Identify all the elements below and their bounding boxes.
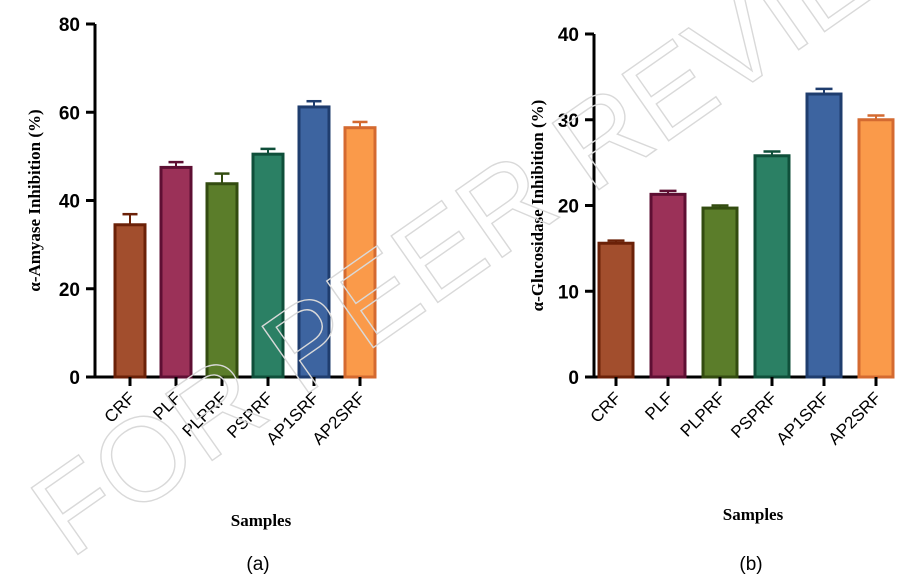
bar-plprf: [701, 206, 739, 379]
y-tick-label: 20: [59, 280, 80, 301]
y-tick-label: 0: [568, 368, 579, 389]
y-tick-label: 80: [59, 15, 80, 36]
bar-crf: [597, 241, 635, 379]
y-tick-label: 10: [558, 282, 579, 303]
y-tick-label: 40: [59, 192, 80, 213]
x-tick-label: AP2SRF: [825, 388, 885, 448]
bar-crf: [113, 223, 147, 379]
bar-plf: [159, 165, 193, 379]
bar-ap2srf: [343, 126, 377, 379]
bar-plf: [649, 192, 687, 379]
x-tick-label: PLF: [641, 388, 676, 423]
x-tick-label: PLPRF: [677, 388, 729, 440]
bar-ap1srf: [297, 105, 331, 379]
y-tick-label: 20: [558, 197, 579, 218]
panel-label: (b): [739, 554, 762, 575]
bar-psprf: [251, 152, 285, 379]
bar-ap1srf: [805, 92, 843, 379]
y-axis-title: α-Amyase Inhibition (%): [25, 109, 44, 291]
bar-psprf: [753, 154, 791, 379]
y-tick-label: 0: [69, 368, 80, 389]
y-tick-label: 60: [59, 103, 80, 124]
x-tick-label: AP1SRF: [773, 388, 833, 448]
x-tick-label: CRF: [587, 388, 625, 426]
y-axis-title: α-Glucosidase Inhibition (%): [528, 100, 547, 312]
y-tick-label: 30: [558, 111, 579, 132]
x-axis-title: Samples: [231, 511, 292, 530]
x-axis-title: Samples: [723, 505, 784, 524]
y-tick-label: 40: [558, 25, 579, 46]
panel-label: (a): [246, 554, 269, 575]
bar-ap2srf: [857, 118, 895, 379]
